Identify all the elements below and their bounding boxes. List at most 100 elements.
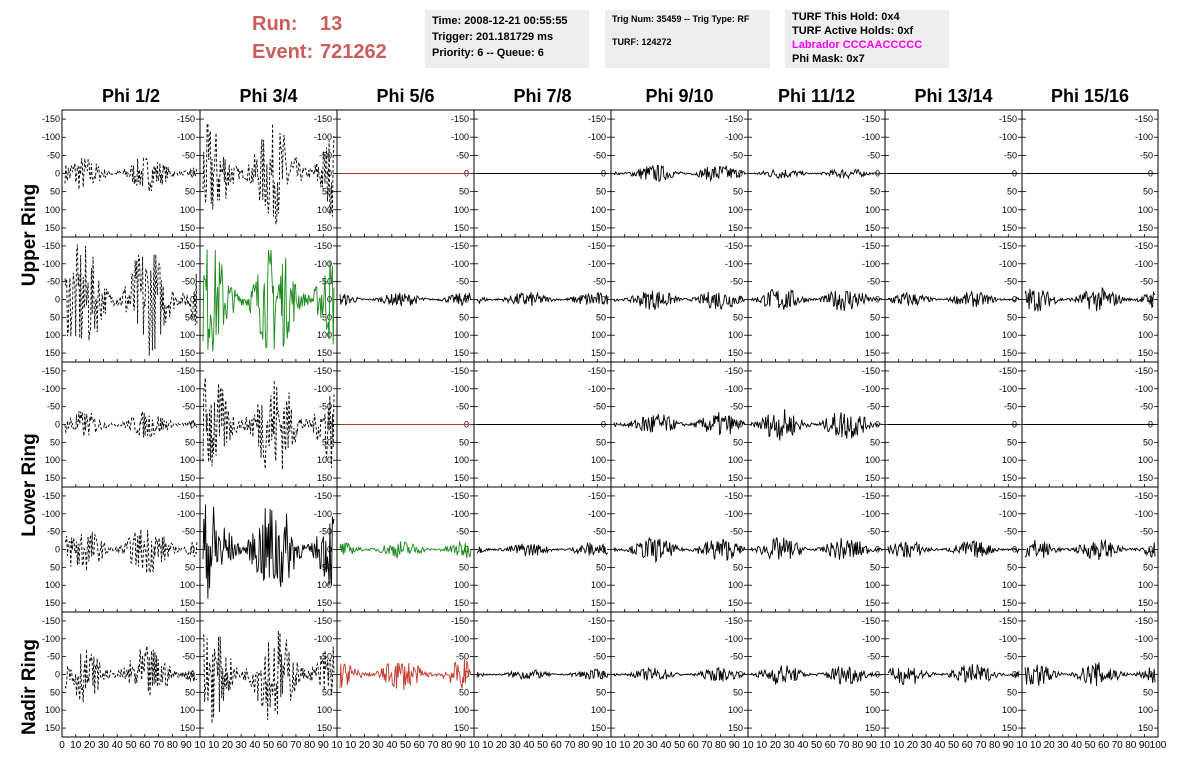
y-tick-label-r4c6-5: -100 (999, 634, 1017, 644)
x-tick-label-col6-5: 60 (962, 740, 974, 751)
trace-r0c5 (750, 168, 883, 180)
x-tick-label-col0-9: 90 (181, 740, 193, 751)
y-tick-label-r3c0-0: 150 (180, 598, 195, 608)
x-tick-label-col4-0: 10 (619, 740, 631, 751)
y-tick-label-r0c4-3: 0 (738, 169, 743, 179)
y-tick-label-r1c1-1: 100 (317, 330, 332, 340)
y-tick-label-r2c7-2: 50 (1143, 437, 1153, 447)
x-tick-label-col7-7: 80 (1125, 740, 1137, 751)
y-tick-label-r4c5-2: 50 (870, 687, 880, 697)
y-tick-label-r4c1-3: 0 (327, 670, 332, 680)
trig-num-line: Trig Num: 35459 -- Trig Type: RF (612, 14, 750, 24)
y-axis-label-left-r2c0-6: -150 (42, 366, 60, 376)
y-tick-label-r0c3-5: -100 (588, 132, 606, 142)
y-tick-label-r2c5-2: 50 (870, 437, 880, 447)
y-tick-label-r2c2-1: 100 (454, 455, 469, 465)
y-tick-label-r0c7-0: 150 (1138, 223, 1153, 233)
y-tick-label-r4c0-5: -100 (177, 634, 195, 644)
y-tick-label-r0c0-6: -150 (177, 114, 195, 124)
y-tick-label-r2c6-1: 100 (1002, 455, 1017, 465)
y-tick-label-r1c6-3: 0 (1012, 295, 1017, 305)
y-tick-label-r2c6-4: -50 (1004, 402, 1017, 412)
event-label: Event: (252, 41, 314, 63)
y-tick-label-r4c0-6: -150 (177, 616, 195, 626)
y-tick-label-r4c6-6: -150 (999, 616, 1017, 626)
y-axis-label-left-r2c0-4: -50 (47, 402, 60, 412)
y-axis-label-left-r3c0-2: 50 (50, 562, 60, 572)
x-tick-label-col0-0: 0 (59, 740, 65, 751)
trace-r4c0 (64, 645, 198, 703)
y-axis-label-left-r3c0-5: -100 (42, 509, 60, 519)
turf-active-line: TURF Active Holds: 0xf (792, 25, 914, 37)
y-tick-label-r3c1-0: 150 (317, 598, 332, 608)
x-tick-label-col3-0: 10 (482, 740, 494, 751)
y-tick-label-r2c7-5: -100 (1135, 384, 1153, 394)
y-tick-label-r1c6-0: 150 (1002, 348, 1017, 358)
y-axis-label-left-r2c0-3: 0 (55, 420, 60, 430)
y-tick-label-r0c6-5: -100 (999, 132, 1017, 142)
y-tick-label-r3c4-1: 100 (728, 580, 743, 590)
y-tick-label-r3c7-1: 100 (1138, 580, 1153, 590)
y-tick-label-r3c4-0: 150 (728, 598, 743, 608)
y-tick-label-r1c5-5: -100 (862, 259, 880, 269)
time-line: Time: 2008-12-21 00:55:55 (432, 15, 568, 27)
x-tick-label-col5-7: 80 (852, 740, 864, 751)
trace-r1c0 (64, 244, 198, 356)
x-tick-label-col0-4: 40 (112, 740, 124, 751)
y-tick-label-r2c0-0: 150 (180, 473, 195, 483)
y-tick-label-r1c5-0: 150 (865, 348, 880, 358)
y-tick-label-r3c0-3: 0 (190, 545, 195, 555)
y-tick-label-r4c6-1: 100 (1002, 705, 1017, 715)
x-tick-label-col1-5: 60 (277, 740, 289, 751)
x-tick-label-col0-1: 10 (70, 740, 82, 751)
y-tick-label-r1c1-6: -150 (314, 241, 332, 251)
x-tick-label-col5-5: 60 (825, 740, 837, 751)
y-tick-label-r3c7-2: 50 (1143, 562, 1153, 572)
run-value: 13 (320, 13, 343, 35)
y-tick-label-r3c3-4: -50 (593, 527, 606, 537)
column-header-phi-1-2: Phi 1/2 (101, 86, 161, 106)
y-axis-label-left-r0c0-0: 150 (45, 223, 60, 233)
y-tick-label-r4c3-5: -100 (588, 634, 606, 644)
y-tick-label-r3c0-4: -50 (182, 527, 195, 537)
y-tick-label-r2c0-2: 50 (185, 437, 195, 447)
event-value: 721262 (320, 41, 387, 63)
y-tick-label-r1c4-2: 50 (733, 312, 743, 322)
y-tick-label-r0c5-6: -150 (862, 114, 880, 124)
y-tick-label-r0c7-2: 50 (1143, 187, 1153, 197)
y-tick-label-r1c2-0: 150 (454, 348, 469, 358)
y-tick-label-r4c0-0: 150 (180, 723, 195, 733)
y-tick-label-r2c5-0: 150 (865, 473, 880, 483)
trace-r1c2 (339, 292, 472, 307)
x-tick-label-col7-4: 50 (1084, 740, 1096, 751)
y-tick-label-r1c6-4: -50 (1004, 277, 1017, 287)
y-tick-label-r1c7-2: 50 (1143, 312, 1153, 322)
y-tick-label-r3c7-5: -100 (1135, 509, 1153, 519)
x-tick-label-col7-9: 100 (1150, 740, 1167, 751)
y-tick-label-r4c5-1: 100 (865, 705, 880, 715)
y-tick-label-r1c7-4: -50 (1140, 277, 1153, 287)
y-tick-label-r3c2-4: -50 (456, 527, 469, 537)
y-axis-label-left-r4c0-4: -50 (47, 652, 60, 662)
trace-r2c1 (202, 377, 335, 470)
y-tick-label-r4c7-4: -50 (1140, 652, 1153, 662)
y-tick-label-r3c3-6: -150 (588, 491, 606, 501)
y-axis-label-left-r3c0-0: 150 (45, 598, 60, 608)
trace-r1c1 (202, 249, 335, 352)
y-tick-label-r2c0-6: -150 (177, 366, 195, 376)
y-tick-label-r0c1-0: 150 (317, 223, 332, 233)
trace-r1c7 (1024, 287, 1156, 312)
y-axis-label-left-r2c0-2: 50 (50, 437, 60, 447)
y-tick-label-r3c2-2: 50 (459, 562, 469, 572)
y-tick-label-r4c0-4: -50 (182, 652, 195, 662)
x-tick-label-col0-3: 30 (98, 740, 110, 751)
y-tick-label-r1c1-2: 50 (322, 312, 332, 322)
y-tick-label-r3c6-2: 50 (1007, 562, 1017, 572)
y-tick-label-r2c6-2: 50 (1007, 437, 1017, 447)
y-tick-label-r0c4-5: -100 (725, 132, 743, 142)
y-tick-label-r1c1-5: -100 (314, 259, 332, 269)
y-tick-label-r1c0-6: -150 (177, 241, 195, 251)
y-tick-label-r1c6-5: -100 (999, 259, 1017, 269)
y-tick-label-r4c5-5: -100 (862, 634, 880, 644)
y-tick-label-r0c5-5: -100 (862, 132, 880, 142)
